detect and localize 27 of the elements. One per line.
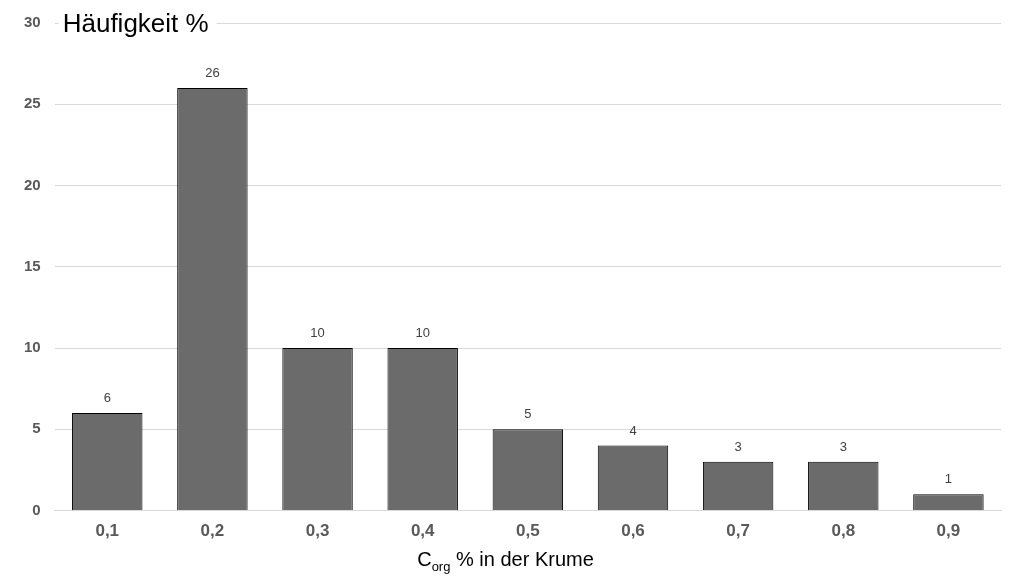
y-tick-label: 15: [24, 256, 41, 274]
data-label: 3: [839, 438, 847, 454]
y-tick-label: 25: [24, 94, 41, 112]
y-tick-label: 10: [24, 338, 41, 356]
x-tick-label: 0,1: [95, 521, 120, 541]
data-label: 5: [524, 406, 532, 422]
data-label: 4: [629, 422, 637, 438]
data-label: 10: [310, 325, 325, 341]
x-axis-title: C$_{org}$ % in der Krume: [416, 548, 595, 574]
x-tick-label: 0,9: [936, 521, 961, 541]
x-tick-label: 0,7: [726, 521, 750, 541]
y-axis-title: Häufigkeit %: [62, 8, 209, 39]
x-tick-label: 0,3: [305, 521, 330, 541]
data-label: 26: [205, 65, 220, 81]
y-tick-label: 5: [32, 419, 41, 437]
x-tick-label: 0,8: [831, 521, 856, 541]
x-tick-label: 0,6: [621, 521, 645, 541]
data-label: 1: [944, 471, 953, 487]
data-label: 6: [103, 390, 111, 406]
x-tick-label: 0,2: [200, 521, 225, 541]
y-tick-label: 20: [24, 175, 41, 193]
y-tick-label: 0: [32, 500, 41, 518]
x-tick-label: 0,4: [410, 521, 436, 541]
y-tick-label: 30: [24, 13, 41, 31]
x-tick-label: 0,5: [516, 521, 540, 541]
data-label: 3: [734, 438, 742, 454]
data-label: 10: [415, 325, 430, 341]
